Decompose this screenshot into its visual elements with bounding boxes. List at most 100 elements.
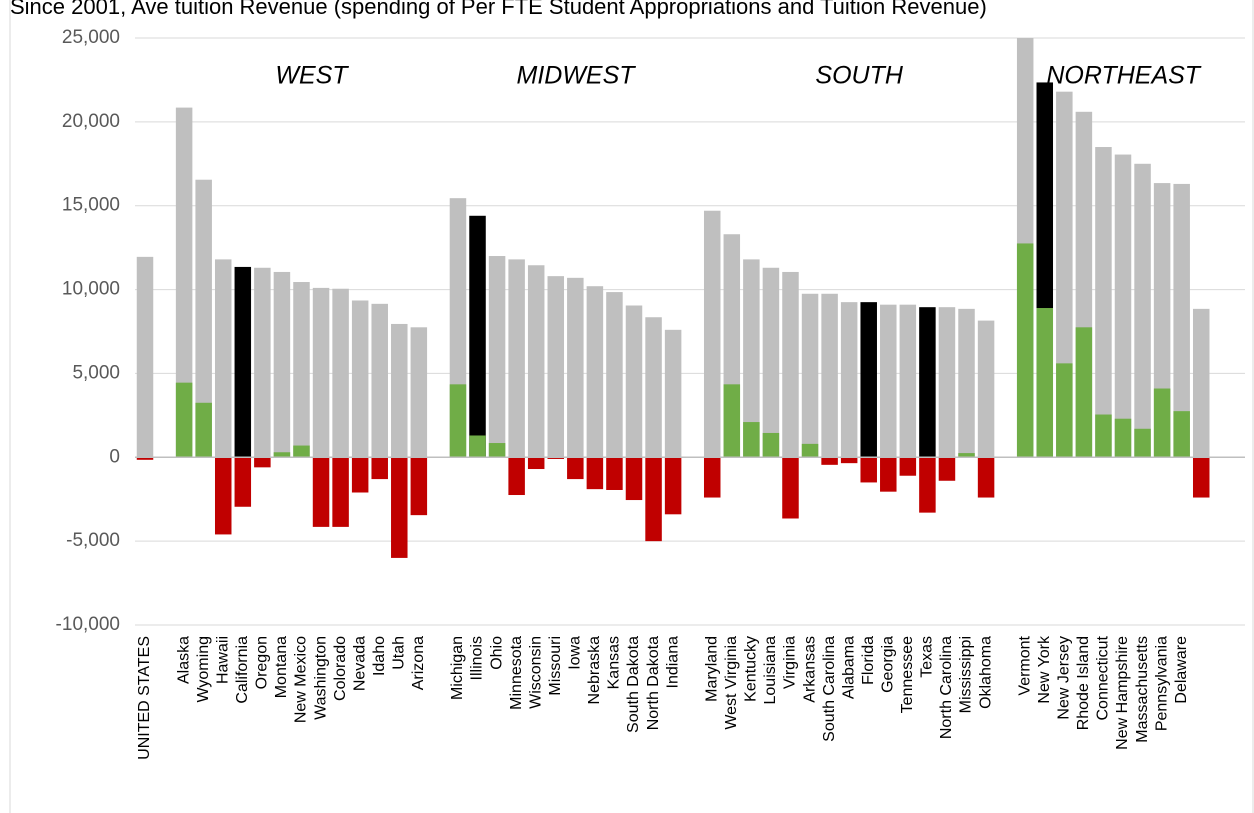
bar-change-Delaware bbox=[1173, 411, 1190, 458]
bars bbox=[136, 38, 1210, 558]
bar-change-blank bbox=[1192, 457, 1210, 498]
bar-change-Arizona bbox=[410, 457, 428, 516]
bar-total-North Carolina bbox=[938, 307, 956, 458]
category-label: New York bbox=[1036, 635, 1053, 704]
category-label: New Mexico bbox=[293, 636, 310, 723]
bar-total-Colorado bbox=[332, 288, 349, 458]
bar-change-Idaho bbox=[371, 457, 388, 480]
category-label: Nebraska bbox=[586, 636, 603, 705]
category-label: Washington bbox=[312, 636, 329, 720]
bar-total-Delaware bbox=[1173, 183, 1190, 458]
category-label: Delaware bbox=[1173, 636, 1190, 704]
category-label: Idaho bbox=[371, 636, 388, 676]
bar-change-Louisiana bbox=[762, 432, 780, 458]
bar-change-California bbox=[234, 457, 252, 507]
bar-total-Hawaii bbox=[214, 259, 232, 458]
bar-total-Kentucky bbox=[743, 259, 760, 458]
category-label: Mississippi bbox=[958, 636, 975, 713]
category-label: New Jersey bbox=[1056, 636, 1073, 720]
category-label: Oklahoma bbox=[977, 636, 994, 709]
category-label: Connecticut bbox=[1095, 635, 1112, 720]
bar-change-Texas bbox=[919, 457, 936, 513]
bar-change-Nebraska bbox=[586, 457, 604, 490]
bar-total-Oklahoma bbox=[977, 320, 995, 458]
y-axis-tick-labels: -10,000 -5,000 0 5,000 10,000 15,000 20,000 25,… bbox=[56, 27, 120, 635]
category-label: Hawaii bbox=[214, 636, 231, 684]
category-label: Montana bbox=[273, 636, 290, 698]
bar-change-Pennsylvania bbox=[1153, 388, 1171, 458]
category-label: Indiana bbox=[664, 636, 681, 689]
bar-change-Rhode Island bbox=[1075, 327, 1093, 458]
category-labels: UNITED STATES Alaska Wyoming Hawaii Californ… bbox=[136, 635, 1190, 760]
category-label: South Dakota bbox=[625, 636, 642, 733]
category-label: New Hampshire bbox=[1114, 636, 1131, 750]
bar-total-South Dakota bbox=[625, 305, 643, 458]
bar-change-Ohio bbox=[488, 443, 506, 458]
bar-total-North Dakota bbox=[645, 317, 662, 458]
bar-total-Missouri bbox=[547, 276, 565, 458]
bar-change-Washington bbox=[312, 457, 330, 527]
bar-change-South Dakota bbox=[625, 457, 643, 501]
bar-total-Utah bbox=[391, 323, 408, 458]
bar-total-Texas bbox=[919, 307, 936, 458]
bar-total-Virginia bbox=[782, 271, 799, 458]
bar-total-blank bbox=[1192, 308, 1210, 458]
region-label-west: WEST bbox=[275, 62, 349, 90]
bar-total-Connecticut bbox=[1095, 147, 1112, 458]
y-tick-label: 20,000 bbox=[62, 111, 120, 132]
bar-change-North Carolina bbox=[938, 457, 956, 481]
bar-total-Maryland bbox=[703, 210, 721, 458]
category-label: UNITED STATES bbox=[136, 636, 153, 760]
bar-change-Tennessee bbox=[899, 457, 917, 476]
bar-change-UNITED STATES bbox=[136, 457, 154, 460]
bar-total-Minnesota bbox=[508, 259, 525, 458]
category-label: Maryland bbox=[703, 636, 720, 702]
category-label: Pennsylvania bbox=[1153, 636, 1170, 731]
bar-total-Louisiana bbox=[762, 267, 780, 458]
bar-change-Wyoming bbox=[195, 402, 212, 458]
bar-total-Arizona bbox=[410, 327, 428, 458]
category-label: Illinois bbox=[469, 636, 486, 680]
bar-change-Hawaii bbox=[214, 457, 232, 535]
bar-total-New Mexico bbox=[293, 282, 310, 458]
category-label: Rhode Island bbox=[1075, 636, 1092, 730]
category-label: California bbox=[234, 636, 251, 704]
bar-change-Illinois bbox=[469, 435, 486, 458]
bar-total-Wyoming bbox=[195, 179, 212, 458]
bar-total-Massachusetts bbox=[1134, 163, 1151, 458]
y-tick-label: 0 bbox=[109, 446, 120, 467]
category-label: Vermont bbox=[1016, 635, 1033, 695]
y-tick-label: -10,000 bbox=[56, 614, 120, 635]
category-label: Wisconsin bbox=[527, 636, 544, 709]
region-labels: WEST MIDWEST SOUTH NORTHEAST bbox=[275, 62, 1201, 90]
bar-total-Mississippi bbox=[958, 308, 975, 458]
category-label: West Virginia bbox=[723, 636, 740, 730]
bar-total-Idaho bbox=[371, 303, 388, 458]
category-label: Virginia bbox=[782, 636, 799, 689]
category-label: Massachusetts bbox=[1134, 636, 1151, 743]
category-label: North Carolina bbox=[938, 636, 955, 739]
region-label-northeast: NORTHEAST bbox=[1046, 62, 1201, 90]
category-label: Kansas bbox=[606, 636, 623, 689]
bar-total-New Hampshire bbox=[1114, 154, 1132, 458]
category-label: Colorado bbox=[332, 636, 349, 701]
bar-change-Iowa bbox=[567, 457, 584, 480]
y-tick-label: -5,000 bbox=[66, 530, 120, 551]
y-tick-label: 10,000 bbox=[62, 279, 120, 300]
bar-change-Kansas bbox=[606, 457, 623, 490]
bar-total-Ohio bbox=[488, 256, 506, 458]
bar-change-Minnesota bbox=[508, 457, 525, 496]
bar-change-Nevada bbox=[351, 457, 369, 493]
bar-change-Alaska bbox=[175, 382, 193, 458]
category-label: Ohio bbox=[488, 636, 505, 670]
bar-total-Nebraska bbox=[586, 286, 604, 458]
bar-change-Massachusetts bbox=[1134, 428, 1151, 458]
bar-change-Vermont bbox=[1016, 243, 1034, 458]
y-tick-label: 5,000 bbox=[72, 362, 120, 383]
bar-change-Michigan bbox=[449, 384, 467, 458]
bar-total-Iowa bbox=[567, 277, 584, 458]
bar-change-West Virginia bbox=[723, 384, 741, 458]
bar-total-Tennessee bbox=[899, 304, 917, 458]
bar-change-Indiana bbox=[664, 457, 682, 515]
